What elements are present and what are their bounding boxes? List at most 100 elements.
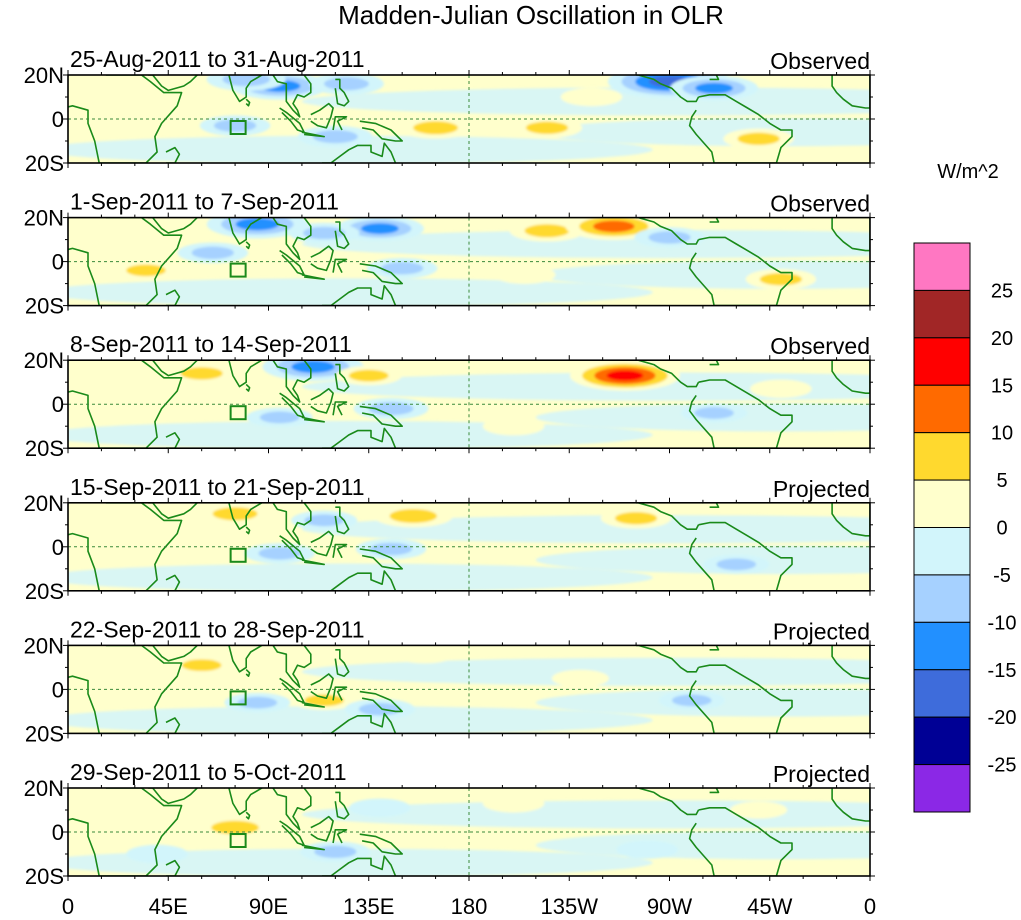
coastline-madagascar bbox=[165, 431, 181, 449]
y-tick-label: 20S bbox=[25, 579, 64, 604]
panel-period: 29-Sep-2011 to 5-Oct-2011 bbox=[70, 759, 347, 785]
x-tick-label: 45E bbox=[149, 894, 188, 919]
coastline-centralAm bbox=[636, 217, 700, 245]
coastline-madagascar bbox=[165, 717, 181, 734]
coastline-india bbox=[223, 502, 263, 531]
coastline-centralAm bbox=[636, 360, 700, 388]
coastline-philippines bbox=[334, 506, 350, 535]
anomaly-blob bbox=[349, 798, 411, 817]
coastline-sriLanka bbox=[245, 526, 251, 535]
colorbar-swatch bbox=[913, 289, 971, 339]
map-panel: 20N 0 20S 8-Sep-2011 to 14-Sep-2011 Observed bbox=[24, 331, 875, 461]
anomaly-blob bbox=[126, 844, 188, 864]
colorbar-swatch bbox=[913, 479, 971, 529]
coastline-newGuinea bbox=[359, 833, 404, 855]
coastline-southAm bbox=[688, 806, 793, 876]
coastlines bbox=[68, 788, 870, 876]
y-tick-label: 20S bbox=[25, 151, 64, 176]
panel-period: 22-Sep-2011 to 28-Sep-2011 bbox=[70, 616, 365, 642]
coastline-southAm bbox=[688, 379, 793, 449]
anomaly-blob bbox=[681, 403, 748, 423]
coastlines bbox=[68, 360, 870, 449]
coastline-westAfrica bbox=[831, 502, 870, 537]
anomaly-blob bbox=[670, 75, 759, 101]
coastline-philippines bbox=[334, 791, 350, 820]
anomaly-contour bbox=[291, 360, 335, 373]
coastline-java bbox=[301, 416, 326, 423]
anomaly-field bbox=[68, 645, 870, 734]
anomaly-blob bbox=[616, 840, 679, 859]
anomaly-blob bbox=[224, 692, 291, 713]
coastline-java bbox=[301, 131, 326, 138]
anomaly-contour bbox=[191, 246, 234, 259]
y-tick-label: 20S bbox=[25, 436, 64, 461]
coastline-sulawesi bbox=[332, 828, 348, 844]
coastline-westAfrica bbox=[831, 645, 870, 680]
anomaly-contour bbox=[104, 526, 166, 545]
coastline-southAm bbox=[688, 94, 793, 163]
anomaly-contour bbox=[324, 77, 369, 91]
coastline-madagascar bbox=[165, 859, 181, 876]
anomaly-contour bbox=[358, 703, 402, 716]
anomaly-contour bbox=[759, 273, 803, 286]
panel-period: 25-Aug-2011 to 31-Aug-2011 bbox=[70, 46, 365, 72]
coastline-westAfrica bbox=[831, 75, 870, 109]
coastline-sriLanka bbox=[245, 383, 251, 392]
y-tick-label: 0 bbox=[52, 392, 64, 417]
coastline-hispaniola bbox=[709, 75, 720, 81]
anomaly-field bbox=[68, 794, 870, 876]
weak-anomaly-band bbox=[302, 229, 870, 259]
anomaly-blob bbox=[373, 504, 453, 528]
coastline-africa bbox=[68, 360, 183, 449]
coastline-java bbox=[301, 844, 326, 851]
colorbar-level-label: -5 bbox=[993, 565, 1011, 587]
anomaly-contour bbox=[671, 694, 712, 707]
coastline-australia bbox=[322, 427, 397, 449]
x-tick-label: 90W bbox=[647, 894, 692, 919]
colorbar-level-label: -15 bbox=[988, 660, 1017, 682]
y-tick-label: 20N bbox=[24, 63, 64, 88]
coastline-africa bbox=[68, 645, 183, 734]
coastline-arabia bbox=[148, 788, 198, 805]
map-panel: 20N 0 20S 22-Sep-2011 to 28-Sep-2011 Project… bbox=[24, 616, 875, 746]
anomaly-blob bbox=[199, 115, 271, 136]
coastline-borneo bbox=[310, 102, 334, 129]
coastline-philippines bbox=[334, 363, 350, 392]
coastline-seAsia bbox=[272, 788, 312, 831]
panel-status: Projected bbox=[773, 761, 870, 787]
map-panel: 20N 0 20S 25-Aug-2011 to 31-Aug-2011 Observe… bbox=[24, 46, 875, 176]
anomaly-contour bbox=[593, 220, 635, 233]
coastline-madagascar bbox=[165, 146, 181, 163]
panel-ticks bbox=[63, 70, 875, 168]
coastline-australia bbox=[322, 855, 397, 876]
y-tick-label: 0 bbox=[52, 677, 64, 702]
anomaly-contour bbox=[524, 224, 570, 238]
weak-anomaly-band bbox=[535, 831, 870, 860]
anomaly-contour bbox=[389, 509, 438, 523]
anomaly-contour bbox=[648, 231, 691, 244]
colorbar-units: W/m^2 bbox=[937, 161, 999, 183]
anomaly-contour bbox=[304, 514, 344, 527]
anomaly-blob bbox=[551, 669, 609, 688]
colorbar-swatch bbox=[913, 242, 971, 291]
anomaly-blob bbox=[166, 363, 237, 384]
coastline-arabia bbox=[148, 502, 198, 520]
anomaly-contour bbox=[126, 844, 188, 864]
colorbar-swatch bbox=[913, 574, 971, 623]
coastline-sulawesi bbox=[332, 401, 348, 416]
panel-status: Observed bbox=[770, 191, 870, 217]
anomaly-blob bbox=[177, 242, 249, 264]
anomaly-blob bbox=[658, 690, 725, 711]
anomaly-blob bbox=[344, 698, 416, 720]
weak-anomaly-band bbox=[68, 706, 653, 734]
anomaly-blob bbox=[106, 103, 164, 122]
panels: 20N 0 20S 25-Aug-2011 to 31-Aug-2011 Observe… bbox=[24, 46, 875, 889]
anomaly-blob bbox=[335, 365, 402, 386]
y-tick-label: 20N bbox=[24, 776, 64, 801]
anomaly-contour bbox=[312, 130, 358, 144]
x-tick-label: 45W bbox=[747, 894, 792, 919]
panel-period: 15-Sep-2011 to 21-Sep-2011 bbox=[70, 474, 365, 500]
anomaly-contour bbox=[493, 265, 556, 284]
coastline-seAsia bbox=[272, 645, 312, 689]
